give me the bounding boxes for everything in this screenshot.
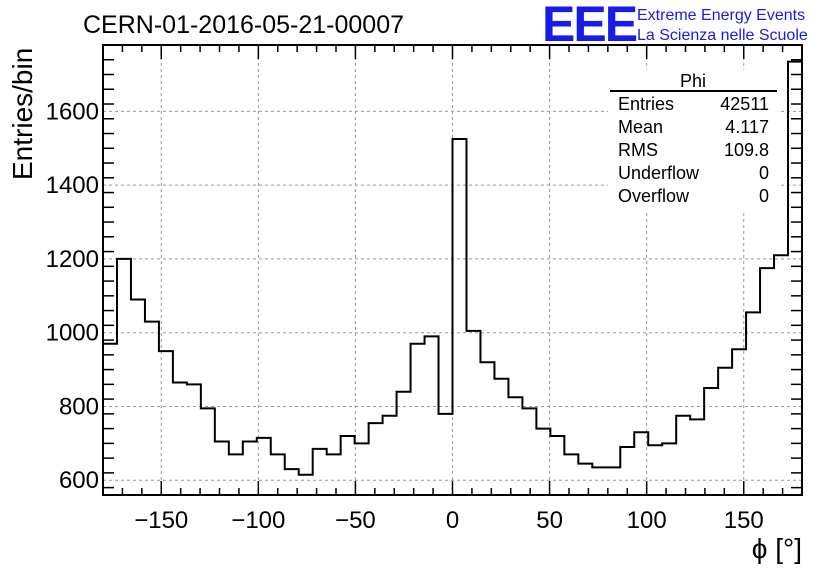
histogram-series-phi	[103, 60, 802, 476]
x-tick-label: 100	[627, 507, 667, 534]
stats-row-value: 42511	[720, 94, 769, 114]
y-axis-label: Entries/bin	[7, 48, 38, 180]
x-axis-label: ϕ [°]	[752, 533, 802, 564]
stats-row-value: 109.8	[724, 140, 769, 160]
stats-row-label: RMS	[618, 140, 658, 160]
x-tick-label: 50	[536, 507, 563, 534]
eee-logo: EEE Extreme Energy Events La Scienza nel…	[542, 0, 808, 52]
x-tick-label: 0	[446, 507, 459, 534]
stats-row-value: 0	[759, 163, 769, 183]
stats-box-background	[608, 70, 778, 210]
stats-box-title: Phi	[680, 71, 706, 91]
stats-box: Phi Entries 42511 Mean 4.117 RMS 109.8 Underfl…	[608, 70, 778, 210]
x-tick-label: −100	[231, 507, 285, 534]
y-tick-label: 1200	[46, 246, 99, 273]
y-tick-label: 1400	[46, 172, 99, 199]
logo-line-2: La Scienza nelle Scuole	[637, 27, 808, 44]
x-tick-label: −150	[134, 507, 188, 534]
stats-row-label: Overflow	[618, 186, 690, 206]
chart-title: CERN-01-2016-05-21-00007	[83, 11, 404, 39]
x-tick-labels: −150 −100 −50 0 50 100 150	[134, 507, 764, 534]
axis-ticks	[102, 45, 803, 495]
logo-mark: EEE	[542, 0, 637, 52]
stats-row-label: Underflow	[618, 163, 700, 183]
y-tick-label: 1000	[46, 320, 99, 347]
stats-row-value: 0	[759, 186, 769, 206]
y-tick-label: 1600	[46, 98, 99, 125]
stats-row-value: 4.117	[725, 117, 769, 137]
y-tick-label: 600	[59, 467, 99, 494]
x-tick-label: 150	[724, 507, 764, 534]
stats-row-label: Mean	[618, 117, 663, 137]
logo-line-1: Extreme Energy Events	[637, 7, 805, 24]
y-tick-labels: 600 800 1000 1200 1400 1600	[46, 98, 99, 494]
stats-row-label: Entries	[618, 94, 674, 114]
stats-rows: Entries 42511 Mean 4.117 RMS 109.8 Underflow 0 O…	[618, 94, 769, 206]
x-tick-label: −50	[335, 507, 376, 534]
y-tick-label: 800	[59, 393, 99, 420]
